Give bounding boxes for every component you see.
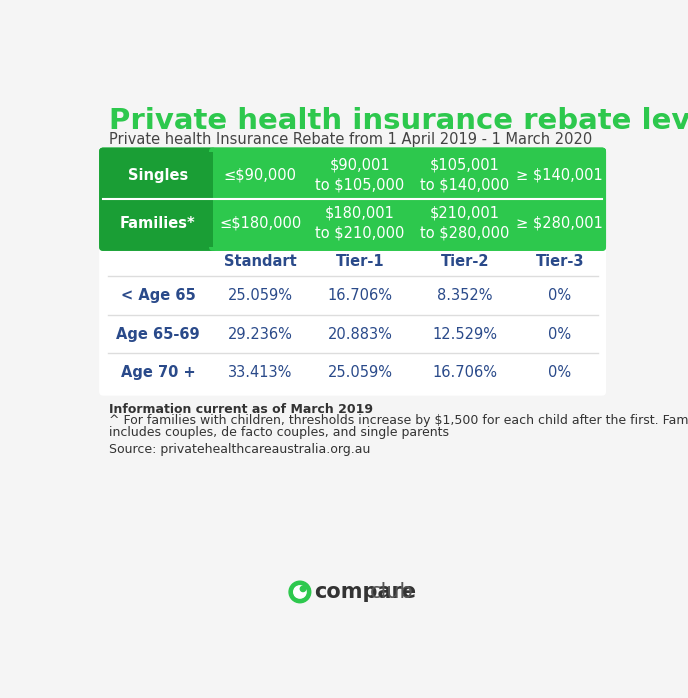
- Text: club: club: [369, 582, 413, 602]
- Text: Families*: Families*: [120, 216, 196, 230]
- Text: $210,001
to $280,000: $210,001 to $280,000: [420, 206, 510, 241]
- Bar: [103, 151, 213, 199]
- Text: ≥ $280,001: ≥ $280,001: [516, 216, 603, 230]
- Text: ≤$90,000: ≤$90,000: [224, 168, 297, 183]
- Text: 0%: 0%: [548, 365, 571, 380]
- FancyBboxPatch shape: [99, 148, 606, 247]
- FancyBboxPatch shape: [99, 148, 606, 251]
- Text: 20.883%: 20.883%: [327, 327, 393, 341]
- Circle shape: [289, 581, 311, 603]
- Text: ^ For families with children, thresholds increase by $1,500 for each child after: ^ For families with children, thresholds…: [109, 414, 688, 427]
- Text: Information current as of March 2019: Information current as of March 2019: [109, 403, 374, 415]
- Bar: [213, 151, 599, 247]
- Bar: [107, 151, 213, 247]
- Text: $180,001
to $210,000: $180,001 to $210,000: [315, 206, 405, 241]
- Text: compare: compare: [314, 582, 416, 602]
- Text: includes couples, de facto couples, and single parents: includes couples, de facto couples, and …: [109, 426, 449, 438]
- Text: 33.413%: 33.413%: [228, 365, 292, 380]
- Bar: [103, 241, 602, 247]
- Text: 25.059%: 25.059%: [228, 288, 293, 303]
- Text: $105,001
to $140,000: $105,001 to $140,000: [420, 158, 510, 193]
- Text: Tier-1: Tier-1: [336, 254, 385, 269]
- Text: < Age 65: < Age 65: [120, 288, 195, 303]
- Text: 12.529%: 12.529%: [432, 327, 497, 341]
- FancyBboxPatch shape: [209, 148, 606, 251]
- FancyBboxPatch shape: [99, 148, 217, 251]
- Text: Private health insurance rebate levels: Private health insurance rebate levels: [109, 107, 688, 135]
- Text: Singles: Singles: [128, 168, 188, 183]
- Bar: [103, 199, 213, 247]
- Text: 29.236%: 29.236%: [228, 327, 292, 341]
- Circle shape: [294, 586, 306, 598]
- Text: 16.706%: 16.706%: [432, 365, 497, 380]
- Text: Age 65-69: Age 65-69: [116, 327, 200, 341]
- Text: ≥ $140,001: ≥ $140,001: [517, 168, 603, 183]
- Text: 0%: 0%: [548, 327, 571, 341]
- Circle shape: [300, 586, 305, 592]
- Text: ≤$180,000: ≤$180,000: [219, 216, 301, 230]
- Bar: [103, 199, 213, 243]
- Text: Standart: Standart: [224, 254, 297, 269]
- Text: 0%: 0%: [548, 288, 571, 303]
- Text: Tier-3: Tier-3: [535, 254, 584, 269]
- Text: 16.706%: 16.706%: [327, 288, 393, 303]
- Text: Private health Insurance Rebate from 1 April 2019 - 1 March 2020: Private health Insurance Rebate from 1 A…: [109, 132, 592, 147]
- Text: Age 70 +: Age 70 +: [120, 365, 195, 380]
- Text: 25.059%: 25.059%: [327, 365, 393, 380]
- Text: Source: privatehealthcareaustralia.org.au: Source: privatehealthcareaustralia.org.a…: [109, 443, 371, 456]
- Bar: [103, 151, 213, 199]
- Text: 8.352%: 8.352%: [437, 288, 493, 303]
- Bar: [213, 151, 599, 243]
- Text: $90,001
to $105,000: $90,001 to $105,000: [316, 158, 405, 193]
- FancyBboxPatch shape: [99, 148, 606, 396]
- Text: Tier-2: Tier-2: [440, 254, 489, 269]
